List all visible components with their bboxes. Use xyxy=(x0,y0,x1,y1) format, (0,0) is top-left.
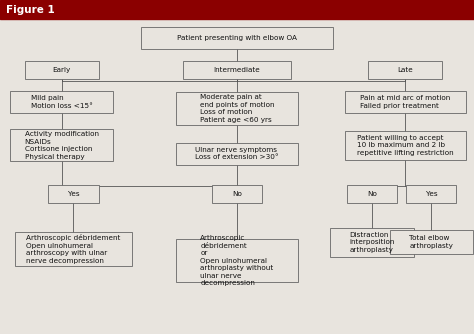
FancyBboxPatch shape xyxy=(368,61,442,79)
FancyBboxPatch shape xyxy=(141,27,333,49)
Text: No: No xyxy=(232,191,242,197)
Text: Intermediate: Intermediate xyxy=(214,67,260,73)
Text: Figure 1: Figure 1 xyxy=(6,5,55,15)
Text: Yes: Yes xyxy=(426,191,437,197)
FancyBboxPatch shape xyxy=(176,92,298,125)
Text: Late: Late xyxy=(397,67,413,73)
FancyBboxPatch shape xyxy=(10,129,113,161)
FancyBboxPatch shape xyxy=(25,61,99,79)
FancyBboxPatch shape xyxy=(345,91,466,113)
FancyBboxPatch shape xyxy=(406,185,456,203)
FancyBboxPatch shape xyxy=(10,91,113,113)
Text: Arthroscopic débridement
Open ulnohumeral
arthroscopy with ulnar
nerve decompres: Arthroscopic débridement Open ulnohumera… xyxy=(26,234,121,264)
FancyBboxPatch shape xyxy=(330,228,414,257)
Text: Moderate pain at
end points of motion
Loss of motion
Patient age <60 yrs: Moderate pain at end points of motion Lo… xyxy=(200,94,274,123)
Text: Ulnar nerve symptoms
Loss of extension >30°: Ulnar nerve symptoms Loss of extension >… xyxy=(195,147,279,160)
Text: Pain at mid arc of motion
Failed prior treatment: Pain at mid arc of motion Failed prior t… xyxy=(360,95,450,109)
Text: Patient willing to accept
10 lb maximum and 2 lb
repetitive lifting restriction: Patient willing to accept 10 lb maximum … xyxy=(357,135,454,156)
Text: Total elbow
arthroplasty: Total elbow arthroplasty xyxy=(410,235,453,249)
FancyBboxPatch shape xyxy=(212,185,262,203)
Text: Yes: Yes xyxy=(68,191,79,197)
Text: Early: Early xyxy=(53,67,71,73)
Text: No: No xyxy=(367,191,377,197)
Text: Distraction
interposition
arthroplasty: Distraction interposition arthroplasty xyxy=(349,232,395,253)
FancyBboxPatch shape xyxy=(48,185,99,203)
FancyBboxPatch shape xyxy=(15,232,132,266)
FancyBboxPatch shape xyxy=(390,230,473,254)
FancyBboxPatch shape xyxy=(183,61,291,79)
FancyBboxPatch shape xyxy=(345,131,466,160)
FancyBboxPatch shape xyxy=(347,185,397,203)
Text: Mild pain
Motion loss <15°: Mild pain Motion loss <15° xyxy=(31,95,92,109)
Text: Activity modification
NSAIDs
Cortisone injection
Physical therapy: Activity modification NSAIDs Cortisone i… xyxy=(25,131,99,160)
FancyBboxPatch shape xyxy=(176,238,298,282)
FancyBboxPatch shape xyxy=(176,143,298,165)
Text: Patient presenting with elbow OA: Patient presenting with elbow OA xyxy=(177,35,297,41)
Text: Arthroscopic
débridement
or
Open ulnohumeral
arthroplasty without
ulnar nerve
de: Arthroscopic débridement or Open ulnohum… xyxy=(201,235,273,286)
